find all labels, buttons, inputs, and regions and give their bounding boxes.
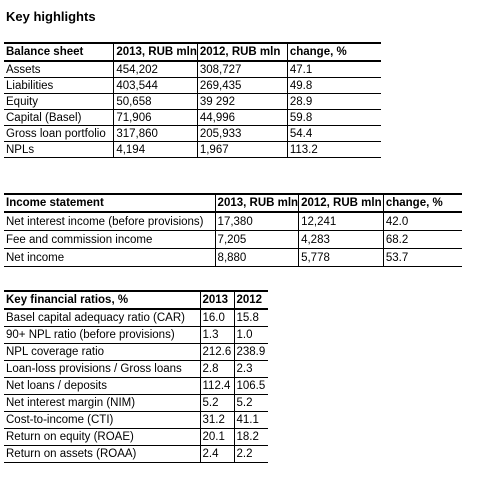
table-cell: 106.5 xyxy=(233,377,268,395)
row-label: Liabilities xyxy=(4,77,114,94)
table-cell: 31.2 xyxy=(199,411,234,429)
table-cell: 5,778 xyxy=(298,248,384,267)
table-cell: 308,727 xyxy=(196,61,288,78)
table-cell: 269,435 xyxy=(196,77,288,94)
table-cell: 18.2 xyxy=(233,428,268,446)
row-label: Net loans / deposits xyxy=(4,377,200,395)
table-cell: 5.2 xyxy=(233,394,268,412)
table-row: Loan-loss provisions / Gross loans 2.8 2.3 xyxy=(4,360,268,378)
table-row: Net loans / deposits 112.4 106.5 xyxy=(4,377,268,395)
balance-sheet-table: Balance sheet 2013, RUB mln 2012, RUB mln c… xyxy=(4,42,381,158)
table-cell: 4,283 xyxy=(298,230,384,249)
table-cell: 42.0 xyxy=(382,212,462,231)
table-cell: 454,202 xyxy=(113,61,198,78)
row-label: Net interest margin (NIM) xyxy=(4,394,200,412)
table-cell: 71,906 xyxy=(113,109,198,126)
table-cell: 2.3 xyxy=(233,360,268,378)
table-cell: 16.0 xyxy=(199,309,234,327)
table-row: Net interest margin (NIM) 5.2 5.2 xyxy=(4,394,268,412)
column-header: Income statement xyxy=(4,193,216,213)
table-cell: 403,544 xyxy=(113,77,198,94)
table-cell: 1,967 xyxy=(196,141,288,158)
row-label: Equity xyxy=(4,93,114,110)
financial-ratios-table: Key financial ratios, % 2013 2012 Basel cap… xyxy=(4,290,268,463)
table-cell: 1.0 xyxy=(233,326,268,344)
table-cell: 4,194 xyxy=(113,141,198,158)
row-label: Fee and commission income xyxy=(4,230,216,249)
table-cell: 54.4 xyxy=(286,125,381,142)
table-cell: 12,241 xyxy=(298,212,384,231)
row-label: Cost-to-income (CTI) xyxy=(4,411,200,429)
table-cell: 44,996 xyxy=(196,109,288,126)
table-cell: 5.2 xyxy=(199,394,234,412)
table-row: Return on equity (ROAE) 20.1 18.2 xyxy=(4,428,268,446)
column-header: 2013, RUB mln xyxy=(113,42,198,62)
row-label: Return on assets (ROAA) xyxy=(4,445,200,463)
row-label: Loan-loss provisions / Gross loans xyxy=(4,360,200,378)
row-label: Gross loan portfolio xyxy=(4,125,114,142)
table-cell: 7,205 xyxy=(214,230,299,249)
table-cell: 238.9 xyxy=(233,343,268,361)
row-label: Capital (Basel) xyxy=(4,109,114,126)
table-row: Capital (Basel) 71,906 44,996 59.8 xyxy=(4,109,381,126)
table-cell: 53.7 xyxy=(382,248,462,267)
row-label: Assets xyxy=(4,61,114,78)
table-row: Fee and commission income 7,205 4,283 68.2 xyxy=(4,230,462,249)
table-row: Assets 454,202 308,727 47.1 xyxy=(4,61,381,78)
column-header: 2013, RUB mln xyxy=(214,193,299,213)
column-header: change, % xyxy=(382,193,462,213)
table-cell: 17,380 xyxy=(214,212,299,231)
column-header: change, % xyxy=(286,42,381,62)
row-label: NPL coverage ratio xyxy=(4,343,200,361)
table-cell: 2.4 xyxy=(199,445,234,463)
column-header: 2012 xyxy=(233,290,268,310)
table-header-row: Key financial ratios, % 2013 2012 xyxy=(4,290,268,310)
table-header-row: Income statement 2013, RUB mln 2012, RUB m… xyxy=(4,193,462,213)
table-cell: 15.8 xyxy=(233,309,268,327)
table-row: Liabilities 403,544 269,435 49.8 xyxy=(4,77,381,94)
row-label: 90+ NPL ratio (before provisions) xyxy=(4,326,200,344)
row-label: Return on equity (ROAE) xyxy=(4,428,200,446)
table-row: Gross loan portfolio 317,860 205,933 54.4 xyxy=(4,125,381,142)
table-cell: 2.2 xyxy=(233,445,268,463)
table-cell: 39 292 xyxy=(196,93,288,110)
table-row: Net income 8,880 5,778 53.7 xyxy=(4,248,462,267)
table-cell: 212.6 xyxy=(199,343,234,361)
table-row: Cost-to-income (CTI) 31.2 41.1 xyxy=(4,411,268,429)
table-cell: 47.1 xyxy=(286,61,381,78)
table-cell: 8,880 xyxy=(214,248,299,267)
row-label: NPLs xyxy=(4,141,114,158)
table-row: 90+ NPL ratio (before provisions) 1.3 1.0 xyxy=(4,326,268,344)
table-row: Net interest income (before provisions) 1… xyxy=(4,212,462,231)
table-cell: 112.4 xyxy=(199,377,234,395)
table-row: Return on assets (ROAA) 2.4 2.2 xyxy=(4,445,268,463)
table-cell: 50,658 xyxy=(113,93,198,110)
table-cell: 59.8 xyxy=(286,109,381,126)
page-title: Key highlights xyxy=(6,9,96,24)
table-cell: 28.9 xyxy=(286,93,381,110)
table-cell: 68.2 xyxy=(382,230,462,249)
income-statement-table: Income statement 2013, RUB mln 2012, RUB m… xyxy=(4,193,462,267)
table-row: NPL coverage ratio 212.6 238.9 xyxy=(4,343,268,361)
table-cell: 41.1 xyxy=(233,411,268,429)
table-cell: 113.2 xyxy=(286,141,381,158)
table-cell: 2.8 xyxy=(199,360,234,378)
column-header: 2012, RUB mln xyxy=(298,193,384,213)
column-header: 2013 xyxy=(199,290,234,310)
table-cell: 49.8 xyxy=(286,77,381,94)
column-header: Key financial ratios, % xyxy=(4,290,200,310)
table-cell: 1.3 xyxy=(199,326,234,344)
table-row: NPLs 4,194 1,967 113.2 xyxy=(4,141,381,158)
table-row: Basel capital adequacy ratio (CAR) 16.0 15… xyxy=(4,309,268,327)
table-header-row: Balance sheet 2013, RUB mln 2012, RUB mln c… xyxy=(4,42,381,62)
table-row: Equity 50,658 39 292 28.9 xyxy=(4,93,381,110)
row-label: Net income xyxy=(4,248,216,267)
row-label: Net interest income (before provisions) xyxy=(4,212,216,231)
column-header: Balance sheet xyxy=(4,42,114,62)
table-cell: 205,933 xyxy=(196,125,288,142)
row-label: Basel capital adequacy ratio (CAR) xyxy=(4,309,200,327)
table-cell: 20.1 xyxy=(199,428,234,446)
column-header: 2012, RUB mln xyxy=(196,42,288,62)
table-cell: 317,860 xyxy=(113,125,198,142)
